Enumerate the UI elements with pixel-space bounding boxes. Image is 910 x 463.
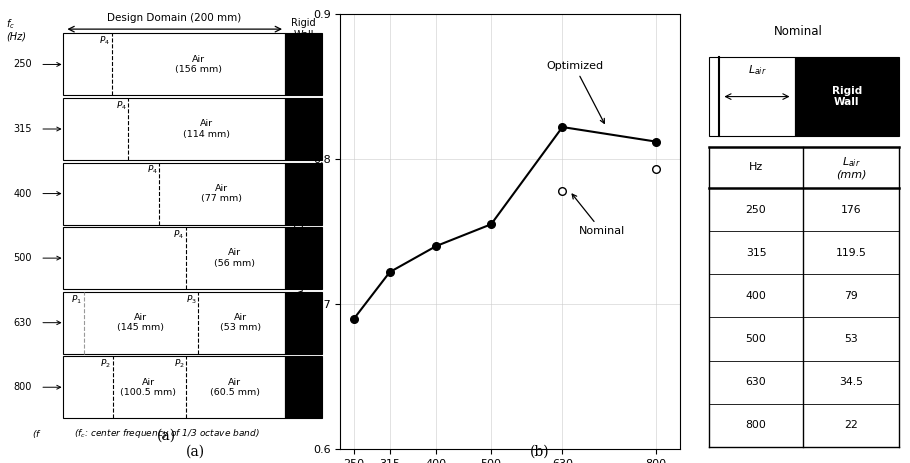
Text: 34.5: 34.5	[839, 377, 863, 387]
Text: 630: 630	[745, 377, 766, 387]
Text: $f_c$
(Hz): $f_c$ (Hz)	[6, 17, 26, 41]
Text: Optimized: Optimized	[546, 61, 604, 123]
Text: $P_1$: $P_1$	[72, 293, 83, 306]
Text: $P_4$: $P_4$	[174, 228, 185, 241]
Text: Air
(60.5 mm): Air (60.5 mm)	[210, 377, 260, 397]
Text: 500: 500	[745, 334, 766, 344]
Bar	[285, 163, 322, 225]
Text: 630: 630	[13, 318, 32, 328]
Text: Air
(53 mm): Air (53 mm)	[220, 313, 261, 332]
Text: Air
(145 mm): Air (145 mm)	[117, 313, 164, 332]
Text: Nominal: Nominal	[572, 194, 625, 237]
Text: Rigid
Wall: Rigid Wall	[832, 86, 862, 107]
Text: Air
(114 mm): Air (114 mm)	[183, 119, 229, 139]
Text: $P_4$: $P_4$	[147, 164, 157, 176]
Text: Hz: Hz	[749, 163, 763, 172]
Text: 400: 400	[745, 291, 766, 301]
Bar	[709, 57, 794, 136]
Text: 400: 400	[13, 188, 32, 199]
Bar	[285, 98, 322, 160]
Y-axis label: Absoprtion Coefficient: Absoprtion Coefficient	[294, 166, 308, 297]
Text: 22: 22	[844, 420, 858, 430]
Text: (a): (a)	[186, 444, 206, 458]
Text: Air
(100.5 mm): Air (100.5 mm)	[120, 377, 177, 397]
Text: 250: 250	[13, 59, 32, 69]
Text: Design Domain (200 mm): Design Domain (200 mm)	[106, 13, 241, 23]
Text: Air
(156 mm): Air (156 mm)	[175, 55, 222, 74]
Bar	[63, 356, 285, 418]
Text: ($f_c$: center frequency of 1/3 octave band): ($f_c$: center frequency of 1/3 octave b…	[74, 427, 259, 440]
Text: (b): (b)	[530, 444, 550, 458]
Text: 250: 250	[745, 205, 766, 214]
Bar	[63, 292, 285, 354]
Text: 176: 176	[841, 205, 862, 214]
Bar	[63, 33, 285, 95]
Bar	[63, 163, 285, 225]
Bar	[63, 98, 285, 160]
Text: Air
(77 mm): Air (77 mm)	[201, 184, 242, 203]
Text: $P_3$: $P_3$	[186, 293, 197, 306]
Text: 119.5: 119.5	[835, 248, 866, 258]
Bar	[63, 227, 285, 289]
Text: Rigid
Wall: Rigid Wall	[291, 19, 316, 40]
Bar	[285, 356, 322, 418]
Bar	[794, 57, 899, 136]
Text: ($f$: ($f$	[32, 428, 42, 440]
Bar	[285, 292, 322, 354]
Text: Air
(56 mm): Air (56 mm)	[215, 249, 256, 268]
Text: 53: 53	[844, 334, 858, 344]
Text: $P_2$: $P_2$	[174, 357, 185, 370]
Text: 315: 315	[13, 124, 32, 134]
Bar	[285, 33, 322, 95]
Text: $L_{air}$
(mm): $L_{air}$ (mm)	[835, 155, 866, 180]
Text: 79: 79	[844, 291, 858, 301]
Text: 500: 500	[13, 253, 32, 263]
Text: (a): (a)	[157, 429, 177, 443]
Text: 800: 800	[13, 382, 32, 392]
Text: 315: 315	[745, 248, 766, 258]
Text: Nominal: Nominal	[774, 25, 824, 38]
Text: $P_2$: $P_2$	[100, 357, 111, 370]
Text: $P_4$: $P_4$	[116, 100, 126, 112]
Text: $L_{air}$: $L_{air}$	[748, 63, 766, 77]
Text: 800: 800	[745, 420, 766, 430]
Bar	[285, 227, 322, 289]
Text: $P_4$: $P_4$	[99, 35, 110, 47]
